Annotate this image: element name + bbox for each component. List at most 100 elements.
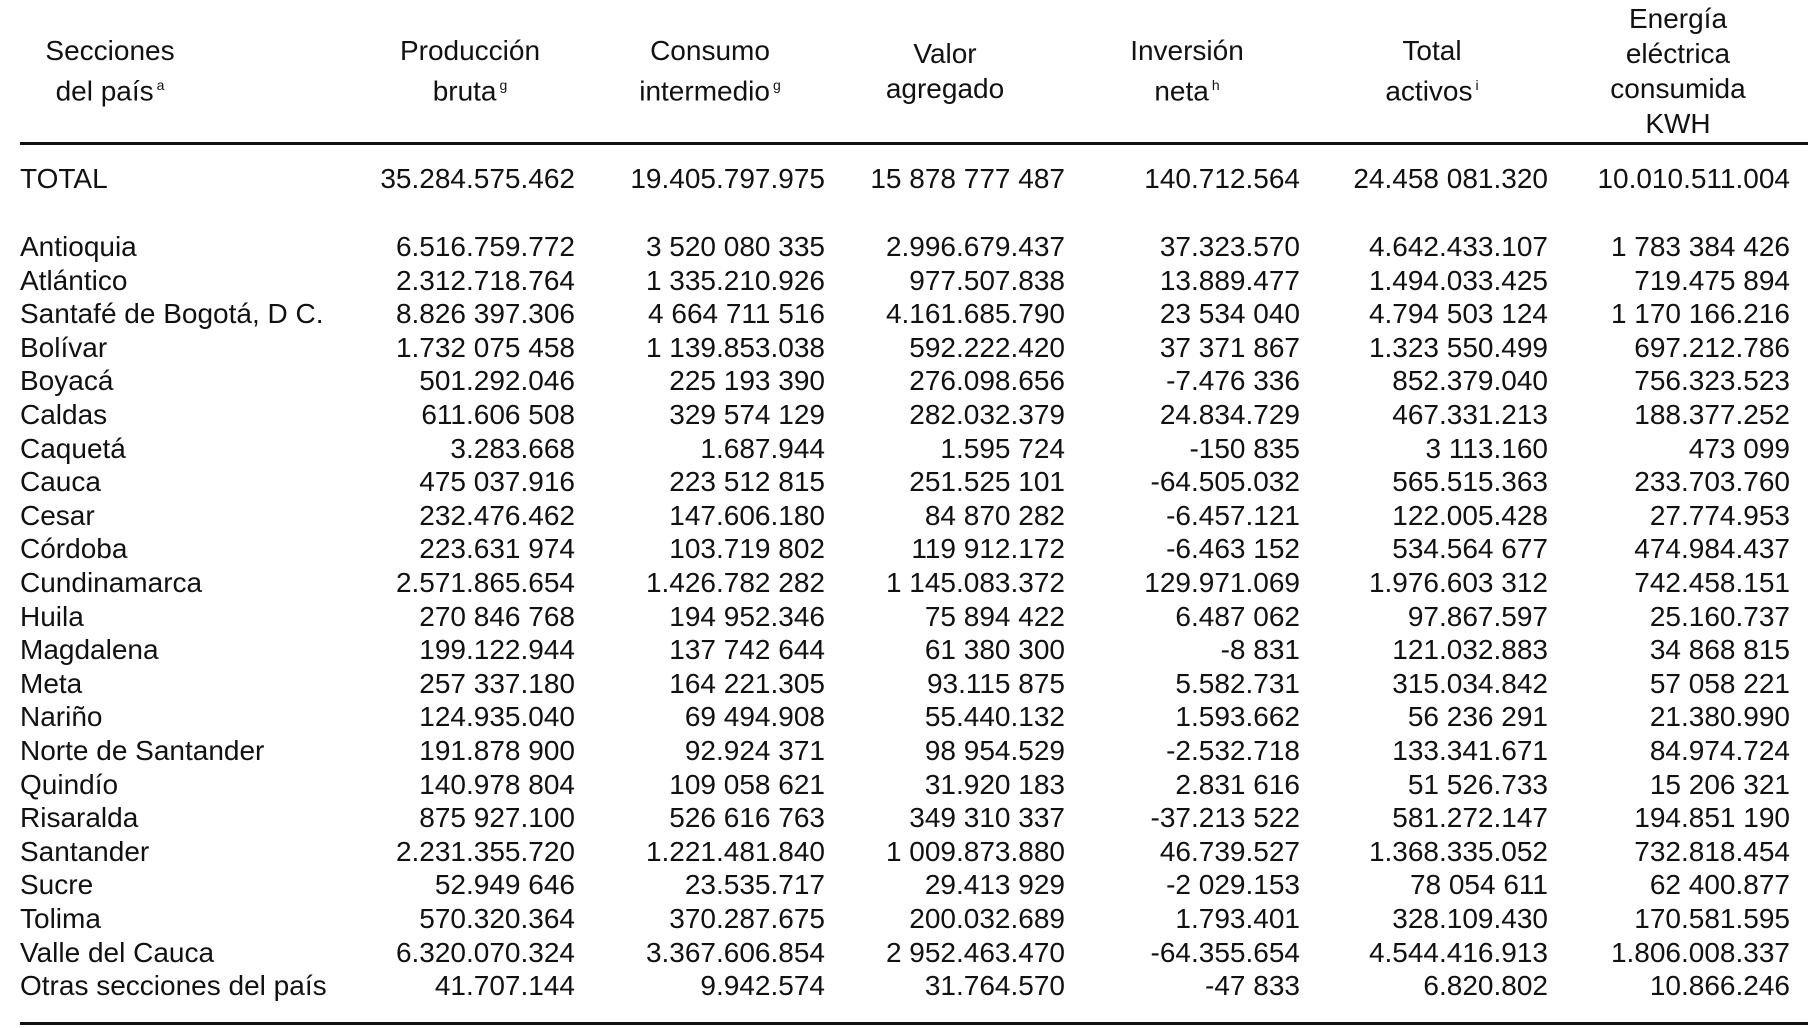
row-label: Sucre xyxy=(20,869,94,900)
table-cell: 46.739.527 xyxy=(1159,836,1300,867)
table-row: Córdoba 223.631 974 103.719 802 119 912.172… xyxy=(20,532,1808,566)
table-cell: 52.949 646 xyxy=(434,869,575,900)
table-cell: 21.380.990 xyxy=(1649,701,1790,732)
table-row: Quindío 140.978 804 109 058 621 31.920 183 2… xyxy=(20,768,1808,802)
table-row: Valle del Cauca 6.320.070.324 3.367.606.85… xyxy=(20,936,1808,970)
bottom-rule xyxy=(20,1022,1808,1025)
table-cell: 223 512 815 xyxy=(669,466,825,497)
column-header-text: Energía eléctrica consumida KWH xyxy=(1610,3,1746,139)
row-label: Norte de Santander xyxy=(20,735,265,766)
row-label: Santander xyxy=(20,836,150,867)
column-header-0: Secciones del país a xyxy=(0,0,250,142)
table-row: Antioquia 6.516.759.772 3 520 080 335 2.996… xyxy=(20,230,1808,264)
row-label: Cauca xyxy=(20,466,101,497)
table-row: Cauca 475 037.916 223 512 815 251.525 101 -6… xyxy=(20,465,1808,499)
table-cell: 474.984.437 xyxy=(1634,533,1790,564)
table-cell: 57 058 221 xyxy=(1649,668,1790,699)
table-cell: 1.221.481.840 xyxy=(645,836,825,867)
row-label: Meta xyxy=(20,668,83,699)
table-row: Cundinamarca 2.571.865.654 1.426.782 282 1 … xyxy=(20,566,1808,600)
table-cell: 124.935.040 xyxy=(419,701,575,732)
table-cell: 4.161.685.790 xyxy=(885,298,1065,329)
table-cell: 93.115 875 xyxy=(926,668,1065,699)
table-cell: 164 221.305 xyxy=(669,668,825,699)
table-cell: 37 371 867 xyxy=(1159,332,1300,363)
table-cell: 35.284.575.462 xyxy=(380,163,575,194)
table-cell: 1.323 550.499 xyxy=(1368,332,1548,363)
table-cell: 977.507.838 xyxy=(909,265,1065,296)
row-label: Santafé de Bogotá, D C. xyxy=(20,298,324,329)
table-cell: 526 616 763 xyxy=(669,802,825,833)
table-cell: 875 927.100 xyxy=(419,802,575,833)
table-cell: 475 037.916 xyxy=(419,466,575,497)
row-label: Antioquia xyxy=(20,231,137,262)
table-cell: 1.593.662 xyxy=(1175,701,1300,732)
table-cell: 56 236 291 xyxy=(1407,701,1548,732)
table-cell: 129.971.069 xyxy=(1144,567,1300,598)
table-cell: 34 868 815 xyxy=(1649,634,1790,665)
row-label: Atlántico xyxy=(20,265,128,296)
table-cell: 742.458.151 xyxy=(1634,567,1790,598)
table-cell: 852.379.040 xyxy=(1392,365,1548,396)
column-header-4: Inversión neta h xyxy=(1077,0,1297,142)
table-cell: 188.377.252 xyxy=(1634,399,1790,430)
table-cell: 140.978 804 xyxy=(419,769,575,800)
table-cell: 697.212.786 xyxy=(1634,332,1790,363)
column-header-text: Producción bruta g xyxy=(399,35,541,107)
table-cell: 2.312.718.764 xyxy=(395,265,575,296)
table-cell: 23 534 040 xyxy=(1159,298,1300,329)
table-cell: 315.034.842 xyxy=(1392,668,1548,699)
table-cell: 232.476.462 xyxy=(419,500,575,531)
table-cell: 1.368.335.052 xyxy=(1368,836,1548,867)
table-cell: 24.458 081.320 xyxy=(1353,163,1548,194)
table-cell: 2 952.463.470 xyxy=(885,937,1065,968)
table-cell: 15 878 777 487 xyxy=(870,163,1065,194)
table-cell: 570.320.364 xyxy=(419,903,575,934)
table-cell: 1.426.782 282 xyxy=(645,567,825,598)
table-cell: 565.515.363 xyxy=(1392,466,1548,497)
row-label: Córdoba xyxy=(20,533,128,564)
column-header-6: Energía eléctrica consumida KWH xyxy=(1568,0,1788,142)
table-cell: 611.606 508 xyxy=(421,399,575,430)
table-cell: 1 145.083.372 xyxy=(885,567,1065,598)
table-cell: 23.535.717 xyxy=(684,869,825,900)
column-header-text: Consumo intermedio g xyxy=(639,35,781,107)
table-row: Otras secciones del país 41.707.144 9.942.… xyxy=(20,969,1808,1003)
table-cell: 29.413 929 xyxy=(924,869,1065,900)
table-row: Meta 257 337.180 164 221.305 93.115 875 5.58… xyxy=(20,667,1808,701)
table-cell: 78 054 611 xyxy=(1409,869,1548,900)
table-cell: 1.494.033.425 xyxy=(1368,265,1548,296)
table-cell: 1 139.853.038 xyxy=(645,332,825,363)
table-row: Norte de Santander 191.878 900 92.924 371 9… xyxy=(20,734,1808,768)
table-cell: 4.544.416.913 xyxy=(1368,937,1548,968)
table-cell: 1.976.603 312 xyxy=(1368,567,1548,598)
table-cell: 370.287.675 xyxy=(669,903,825,934)
table-cell: -37.213 522 xyxy=(1150,802,1300,833)
table-cell: 6.320.070.324 xyxy=(395,937,575,968)
table-cell: 121.032.883 xyxy=(1392,634,1548,665)
table-cell: 119 912.172 xyxy=(911,533,1065,564)
table-cell: 3.367.606.854 xyxy=(645,937,825,968)
table-cell: 329 574 129 xyxy=(669,399,825,430)
table-row: Huila 270 846 768 194 952.346 75 894 422 6.4… xyxy=(20,600,1808,634)
table-cell: 2.996.679.437 xyxy=(885,231,1065,262)
table-cell: 1.687.944 xyxy=(700,433,825,464)
table-cell: 9.942.574 xyxy=(700,970,825,1001)
table-row: Nariño 124.935.040 69 494.908 55.440.132 1.5… xyxy=(20,700,1808,734)
row-label: Valle del Cauca xyxy=(20,937,215,968)
table-cell: 1 783 384 426 xyxy=(1610,231,1790,262)
table-cell: 6.487 062 xyxy=(1175,601,1300,632)
table-row: Risaralda 875 927.100 526 616 763 349 310 3… xyxy=(20,801,1808,835)
table-cell: 1.806.008.337 xyxy=(1610,937,1790,968)
table-cell: 27.774.953 xyxy=(1649,500,1790,531)
table-cell: 3 520 080 335 xyxy=(645,231,825,262)
row-label: Huila xyxy=(20,601,84,632)
footnote-marker: g xyxy=(772,77,781,94)
column-header-2: Consumo intermedio g xyxy=(590,0,830,142)
table-cell: 103.719 802 xyxy=(669,533,825,564)
table-cell: 1 009.873.880 xyxy=(885,836,1065,867)
table-cell: 2.571.865.654 xyxy=(395,567,575,598)
table-cell: 61 380 300 xyxy=(924,634,1065,665)
table-cell: 191.878 900 xyxy=(419,735,575,766)
table-row: Sucre 52.949 646 23.535.717 29.413 929 -2 02… xyxy=(20,868,1808,902)
